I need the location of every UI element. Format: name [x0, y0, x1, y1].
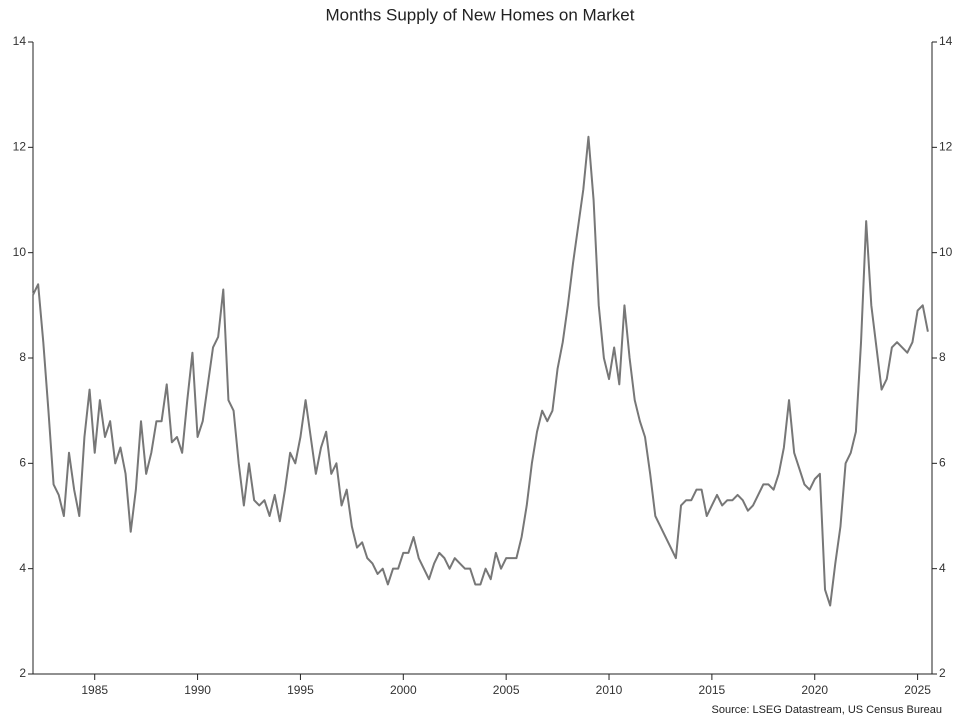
y-tick-label: 14	[13, 34, 27, 48]
y-tick-label: 10	[13, 245, 27, 259]
y-tick-label-right: 12	[939, 140, 953, 154]
y-tick-label-right: 14	[939, 34, 953, 48]
y-tick-label: 4	[19, 561, 26, 575]
x-tick-label: 1995	[287, 683, 314, 697]
x-tick-label: 2000	[390, 683, 417, 697]
x-tick-label: 2025	[904, 683, 931, 697]
data-line	[32, 135, 929, 607]
y-tick-label-right: 4	[939, 561, 946, 575]
x-tick-label: 2020	[801, 683, 828, 697]
chart-title: Months Supply of New Homes on Market	[326, 5, 635, 24]
x-tick-label: 2015	[699, 683, 726, 697]
y-tick-label: 8	[19, 350, 26, 364]
source-note: Source: LSEG Datastream, US Census Burea…	[712, 704, 943, 716]
y-tick-label-right: 10	[939, 245, 953, 259]
y-tick-label: 6	[19, 456, 26, 470]
y-tick-label-right: 6	[939, 456, 946, 470]
y-tick-label: 2	[19, 666, 26, 680]
y-tick-label-right: 2	[939, 666, 946, 680]
x-tick-label: 2005	[493, 683, 520, 697]
x-tick-label: 1985	[81, 683, 108, 697]
x-tick-label: 1990	[184, 683, 211, 697]
y-tick-label-right: 8	[939, 350, 946, 364]
x-tick-label: 2010	[596, 683, 623, 697]
y-tick-label: 12	[13, 140, 27, 154]
